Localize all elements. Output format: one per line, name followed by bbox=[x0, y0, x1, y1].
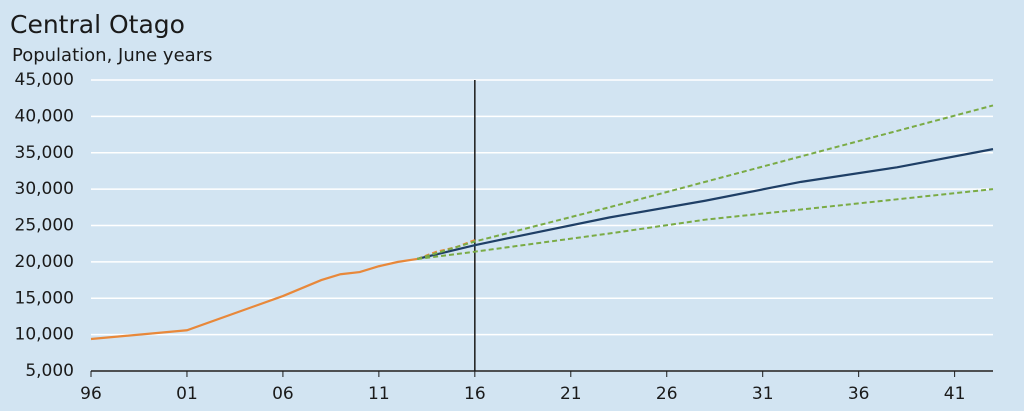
y-tick-label: 30,000 bbox=[15, 179, 74, 199]
x-tick-label: 96 bbox=[80, 384, 102, 404]
y-tick-label: 10,000 bbox=[15, 325, 74, 345]
series-line bbox=[90, 257, 418, 341]
y-tick-label: 25,000 bbox=[15, 216, 74, 236]
x-tick-label: 06 bbox=[272, 384, 294, 404]
x-tick-label: 01 bbox=[176, 384, 198, 404]
series-line bbox=[417, 188, 994, 260]
x-tick-label: 21 bbox=[560, 384, 582, 404]
y-tick-label: 35,000 bbox=[15, 143, 74, 163]
x-tick-label: 16 bbox=[464, 384, 486, 404]
x-tick-label: 11 bbox=[368, 384, 390, 404]
x-tick-label: 41 bbox=[944, 384, 966, 404]
x-tick-label: 26 bbox=[656, 384, 678, 404]
series-line bbox=[416, 104, 994, 260]
series-line bbox=[416, 148, 994, 261]
y-tick-label: 40,000 bbox=[15, 106, 74, 126]
y-tick-label: 5,000 bbox=[25, 361, 74, 381]
y-tick-label: 45,000 bbox=[15, 70, 74, 90]
chart-subtitle: Population, June years bbox=[12, 45, 212, 66]
x-tick-label: 36 bbox=[848, 384, 870, 404]
chart-title: Central Otago bbox=[10, 10, 185, 39]
x-tick-label: 31 bbox=[752, 384, 774, 404]
y-tick-label: 20,000 bbox=[15, 252, 74, 272]
y-tick-label: 15,000 bbox=[15, 288, 74, 308]
